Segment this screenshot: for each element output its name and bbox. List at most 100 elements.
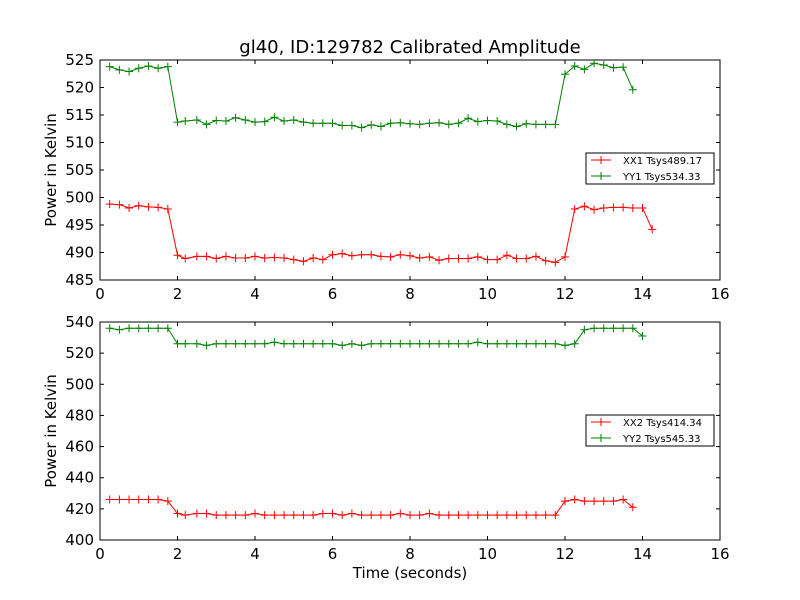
top-series xyxy=(105,59,657,267)
data-point-marker xyxy=(454,119,463,128)
data-point-marker xyxy=(580,325,589,334)
data-point-marker xyxy=(483,339,492,348)
data-point-marker xyxy=(561,70,569,79)
data-point-marker xyxy=(289,115,298,124)
data-point-marker xyxy=(289,339,298,348)
data-point-marker xyxy=(425,119,434,128)
x-tick-label: 14 xyxy=(633,285,652,303)
x-tick-label: 8 xyxy=(405,545,415,563)
data-point-marker xyxy=(570,495,579,504)
y-tick-label: 505 xyxy=(65,161,94,179)
data-point-marker xyxy=(202,252,211,261)
data-point-marker xyxy=(522,119,531,128)
data-point-marker xyxy=(318,339,327,348)
data-point-marker xyxy=(580,65,589,74)
data-point-marker xyxy=(181,254,190,263)
data-point-marker xyxy=(580,202,589,211)
data-point-marker xyxy=(328,250,337,259)
data-point-marker xyxy=(396,339,405,348)
data-point-marker xyxy=(115,65,124,74)
data-point-marker xyxy=(541,339,550,348)
data-point-marker xyxy=(483,255,492,264)
bottom-legend-item-xx2: XX2 Tsys414.34 xyxy=(591,418,702,429)
data-point-marker xyxy=(444,254,453,263)
data-point-marker xyxy=(541,256,550,265)
bottom-legend: XX2 Tsys414.34 YY2 Tsys545.33 xyxy=(585,414,715,447)
data-point-marker xyxy=(396,118,405,127)
data-point-marker xyxy=(299,118,308,127)
data-point-marker xyxy=(531,120,540,129)
data-point-marker xyxy=(309,339,318,348)
data-point-marker xyxy=(493,117,502,126)
data-point-marker xyxy=(241,254,250,262)
data-point-marker xyxy=(435,118,444,127)
data-point-marker xyxy=(551,258,560,267)
data-point-marker xyxy=(181,511,190,520)
data-point-marker xyxy=(444,120,453,129)
data-point-marker xyxy=(599,497,608,506)
data-point-marker xyxy=(522,254,531,263)
data-point-marker xyxy=(367,120,376,129)
data-point-marker xyxy=(357,250,366,259)
data-point-marker xyxy=(609,63,618,72)
legend-label-yy2: YY2 Tsys545.33 xyxy=(622,434,701,445)
data-point-marker xyxy=(192,252,201,261)
x-tick-label: 0 xyxy=(95,545,105,563)
data-point-marker xyxy=(561,497,569,506)
data-point-marker xyxy=(280,117,289,126)
x-tick-label: 0 xyxy=(95,285,105,303)
data-point-marker xyxy=(512,122,521,131)
data-point-marker xyxy=(115,325,124,334)
data-point-marker xyxy=(464,511,473,520)
data-point-marker xyxy=(376,252,385,261)
data-point-marker xyxy=(376,122,385,131)
data-point-marker xyxy=(599,203,608,212)
data-point-marker xyxy=(425,252,434,261)
data-point-marker xyxy=(599,60,608,69)
y-tick-label: 520 xyxy=(65,79,94,97)
data-point-marker xyxy=(609,203,618,212)
y-tick-label: 490 xyxy=(65,244,94,262)
data-point-marker xyxy=(202,341,211,350)
top-y-axis-label: Power in Kelvin xyxy=(42,113,60,227)
data-point-marker xyxy=(134,324,143,333)
bottom-series xyxy=(105,324,647,520)
data-point-marker xyxy=(154,495,163,504)
data-point-marker xyxy=(289,255,298,264)
data-point-marker xyxy=(415,339,424,348)
data-point-marker xyxy=(522,339,531,348)
data-point-marker xyxy=(367,250,376,259)
y-tick-label: 485 xyxy=(65,271,94,289)
y-tick-label: 420 xyxy=(65,500,94,518)
data-point-marker xyxy=(367,511,376,520)
data-point-marker xyxy=(493,255,502,264)
chart-title: gl40, ID:129782 Calibrated Amplitude xyxy=(239,37,580,58)
data-point-marker xyxy=(619,203,628,212)
data-point-marker xyxy=(318,119,327,128)
bottom-legend-item-yy2: YY2 Tsys545.33 xyxy=(591,434,701,445)
data-point-marker xyxy=(415,254,424,262)
data-point-marker xyxy=(531,339,540,348)
data-point-marker xyxy=(648,225,657,234)
data-point-marker xyxy=(144,62,153,71)
data-point-marker xyxy=(125,67,134,76)
data-point-marker xyxy=(512,254,521,263)
top-legend-item-yy1: YY1 Tsys534.33 xyxy=(591,172,701,183)
data-point-marker xyxy=(386,119,395,128)
data-point-marker xyxy=(609,324,618,333)
data-point-marker xyxy=(260,339,269,348)
data-point-marker xyxy=(231,339,240,348)
data-point-marker xyxy=(628,324,637,333)
data-point-marker xyxy=(628,203,637,212)
data-point-marker xyxy=(502,511,511,520)
data-point-marker xyxy=(270,511,279,520)
data-point-marker xyxy=(454,511,463,520)
data-point-marker xyxy=(551,339,560,348)
bottom-y-axis-label: Power in Kelvin xyxy=(42,374,60,488)
data-point-marker xyxy=(105,495,114,504)
data-point-marker xyxy=(406,119,414,128)
data-point-marker xyxy=(260,511,269,520)
data-point-marker xyxy=(270,338,279,347)
data-point-marker xyxy=(619,63,628,72)
